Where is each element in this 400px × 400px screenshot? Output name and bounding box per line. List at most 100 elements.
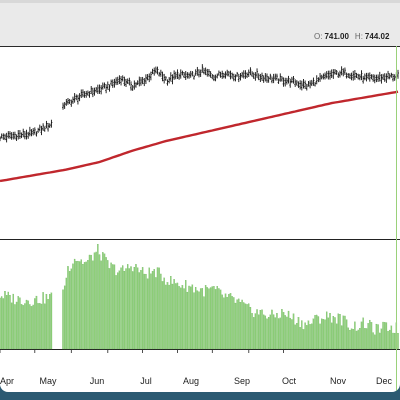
volume-bar	[369, 319, 371, 350]
volume-bar	[30, 306, 33, 350]
volume-bar	[258, 314, 260, 350]
volume-bar	[204, 285, 207, 350]
volume-bar	[380, 328, 383, 350]
volume-bar	[335, 323, 338, 350]
volume-bar	[4, 291, 6, 350]
x-tick-label: Nov	[330, 376, 347, 386]
volume-bar	[357, 329, 359, 350]
volume-bar	[370, 322, 373, 350]
volume-bar	[173, 279, 175, 350]
volume-bar	[90, 254, 92, 350]
volume-bar	[37, 303, 39, 350]
volume-bar	[325, 311, 328, 350]
volume-bar	[365, 328, 368, 350]
volume-bar	[47, 299, 49, 350]
volume-bar	[375, 323, 378, 350]
volume-bar	[340, 325, 343, 350]
volume-bar	[45, 294, 48, 350]
volume-bar	[107, 260, 109, 350]
volume-bar	[304, 322, 306, 350]
volume-bar	[166, 282, 169, 350]
volume-bar	[185, 280, 187, 350]
volume-bar	[294, 324, 296, 350]
volume-bar	[125, 268, 127, 350]
volume-bar	[259, 310, 262, 350]
volume-bar	[141, 267, 144, 350]
volume-bar	[150, 273, 152, 350]
volume-bar	[32, 304, 34, 350]
volume-bar	[213, 286, 215, 350]
toolbar: O: 741.00 H: 744.02	[0, 0, 400, 47]
x-tick-label: Apr	[0, 376, 14, 386]
x-tick-label: Jul	[140, 376, 152, 386]
volume-bar	[9, 295, 11, 350]
volume-bar	[113, 264, 116, 350]
volume-bar	[231, 296, 233, 350]
volume-bar	[349, 329, 351, 350]
volume-bar	[256, 309, 258, 350]
volume-bar	[253, 317, 255, 350]
volume-bar	[65, 277, 68, 350]
volume-bar	[77, 260, 79, 350]
volume-bar	[334, 317, 336, 350]
volume-bar	[62, 289, 64, 350]
volume-bar	[337, 313, 340, 350]
volume-bar	[234, 302, 237, 350]
volume-bar	[347, 327, 349, 350]
volume-bar	[39, 303, 41, 350]
volume-bar	[87, 260, 89, 350]
volume-bar	[25, 299, 28, 350]
volume-bar	[17, 296, 19, 350]
volume-bar	[244, 303, 247, 350]
volume-bar	[156, 267, 159, 350]
volume-bar	[218, 288, 220, 350]
volume-bar	[5, 295, 8, 350]
volume-bar	[72, 263, 74, 350]
volume-bar	[233, 297, 235, 350]
volume-bar	[228, 294, 230, 350]
volume-bar	[254, 313, 257, 350]
volume-bar	[387, 330, 389, 350]
volume-bar	[224, 293, 227, 350]
volume-bar	[344, 315, 346, 350]
volume-bar	[163, 277, 165, 350]
volume-bar	[364, 328, 366, 350]
volume-bar	[377, 324, 379, 350]
volume-bar	[105, 257, 107, 350]
volume-bar	[117, 272, 119, 350]
volume-bar	[267, 317, 270, 350]
volume-bar	[264, 315, 267, 350]
volume-bar	[35, 295, 38, 350]
open-label: O:	[314, 32, 323, 41]
volume-bar	[63, 285, 66, 350]
volume-bar	[397, 333, 399, 350]
volume-bar	[168, 284, 170, 350]
volume-bar	[115, 275, 117, 350]
volume-bar	[317, 316, 320, 350]
volume-bar	[128, 268, 131, 350]
volume-bar	[14, 304, 16, 350]
volume-bar	[70, 268, 73, 350]
volume-bar	[302, 329, 305, 350]
volume-bar	[83, 262, 86, 350]
volume-bar	[289, 317, 291, 350]
volume-bar	[196, 290, 199, 350]
open-value: 741.00	[324, 32, 349, 41]
volume-bar	[216, 286, 218, 350]
volume-bar	[88, 254, 91, 350]
price-volume-chart[interactable]: Apr May Jun Jul Aug Sep Oct Nov Dec	[0, 46, 400, 392]
volume-bar	[193, 292, 195, 350]
volume-bar	[282, 312, 285, 350]
volume-bar	[322, 319, 325, 350]
x-tick-label: Aug	[183, 376, 199, 386]
volume-bar	[243, 302, 245, 350]
volume-bar	[206, 287, 208, 350]
volume-bar	[203, 296, 205, 350]
volume-bar	[350, 328, 353, 350]
x-tick-label: Dec	[376, 376, 393, 386]
volume-bar	[160, 273, 162, 350]
volume-bar	[332, 316, 335, 350]
volume-bar	[68, 271, 71, 350]
volume-bar	[67, 266, 69, 350]
